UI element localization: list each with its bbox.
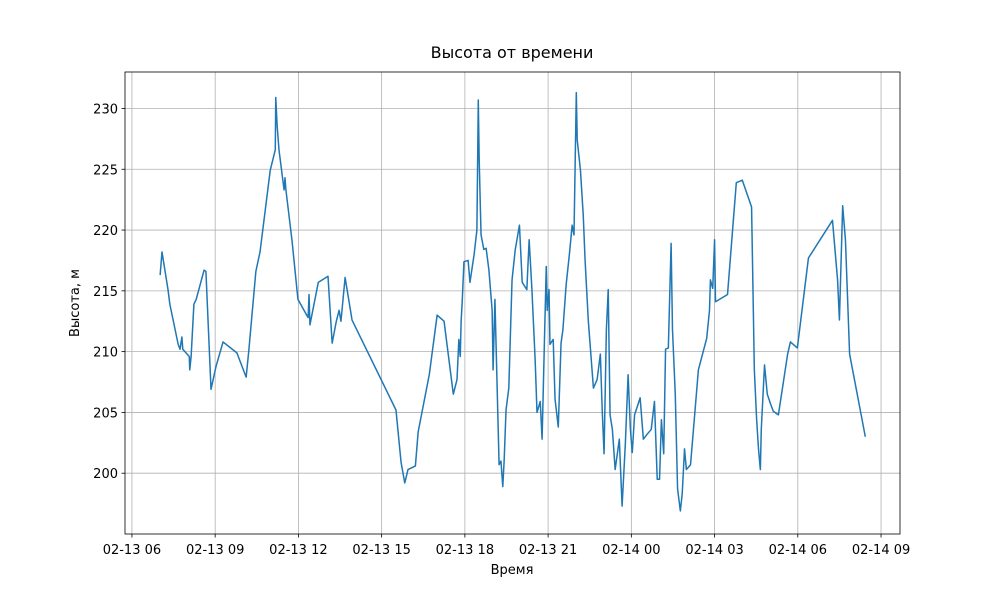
y-tick-label: 230 xyxy=(93,102,118,117)
x-tick-label: 02-13 09 xyxy=(186,543,244,558)
x-tick-label: 02-14 00 xyxy=(602,543,660,558)
chart-title: Высота от времени xyxy=(431,43,594,62)
y-axis-label: Высота, м xyxy=(68,269,83,337)
x-tick-label: 02-13 21 xyxy=(519,543,577,558)
x-tick-label: 02-13 15 xyxy=(352,543,410,558)
y-tick-label: 220 xyxy=(93,224,118,239)
y-tick-label: 225 xyxy=(93,163,118,178)
x-tick-label: 02-13 06 xyxy=(103,543,161,558)
y-tick-label: 210 xyxy=(93,346,118,361)
data-line xyxy=(159,91,867,512)
x-tick-label: 02-14 03 xyxy=(685,543,743,558)
x-tick-label: 02-13 12 xyxy=(269,543,327,558)
y-tick-label: 205 xyxy=(93,406,118,421)
y-tick-label: 215 xyxy=(93,285,118,300)
y-tick-label: 200 xyxy=(93,467,118,482)
x-tick-label: 02-14 06 xyxy=(769,543,827,558)
plot-frame xyxy=(124,71,901,535)
x-tick-label: 02-14 09 xyxy=(852,543,910,558)
x-axis-label: Время xyxy=(491,563,534,578)
x-tick-label: 02-13 18 xyxy=(436,543,494,558)
